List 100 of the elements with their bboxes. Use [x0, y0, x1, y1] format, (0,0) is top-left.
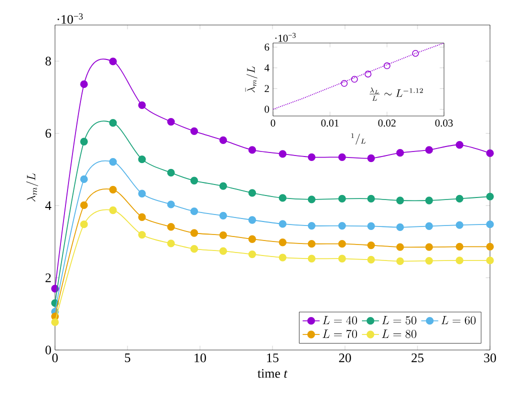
point [486, 149, 494, 158]
point [80, 80, 88, 88]
point [396, 223, 404, 232]
point [338, 222, 346, 230]
point [138, 213, 146, 221]
point [456, 194, 464, 203]
point [138, 230, 146, 239]
x-tick-label: 5 [125, 354, 130, 362]
point [190, 127, 198, 136]
point [190, 176, 198, 184]
point [456, 141, 464, 149]
legend-label: $L = 40$ [322, 316, 358, 324]
legend-label: $L = 60$ [441, 316, 476, 324]
point [367, 256, 375, 264]
point [486, 256, 494, 264]
point [338, 194, 346, 203]
point [278, 238, 286, 246]
x-tick-label: 0.01 [321, 120, 339, 127]
point [396, 196, 404, 204]
point [248, 216, 256, 224]
point [338, 254, 346, 262]
y-axis-title: $\lambda_m/L$ [26, 173, 38, 202]
point [425, 146, 433, 154]
point [396, 243, 404, 251]
point [190, 208, 198, 216]
point [138, 156, 146, 164]
point [425, 222, 433, 230]
point [456, 242, 464, 251]
point [367, 194, 375, 203]
point [109, 206, 117, 214]
y-tick-label: 2 [46, 273, 51, 282]
point [308, 222, 316, 230]
point [248, 146, 256, 154]
point [456, 256, 464, 264]
y-tick-label: 6 [264, 44, 270, 51]
point [412, 50, 419, 57]
y-axis-title: $\bar{\lambda}_m/L$ [245, 66, 258, 92]
point [278, 220, 286, 228]
point [456, 221, 464, 229]
point [425, 196, 433, 204]
point [364, 70, 372, 78]
point [167, 200, 175, 208]
x-tick-label: 15 [267, 354, 278, 362]
y-tick-label: 0 [46, 346, 51, 354]
point [308, 153, 316, 162]
x-axis-title: time t [258, 369, 288, 378]
point [367, 154, 375, 162]
point [248, 250, 256, 258]
point [167, 223, 175, 231]
point [248, 189, 256, 197]
point [80, 220, 88, 228]
annotation: $\frac{\lambda_L}{L} \sim L^{-1.12}$ [370, 88, 423, 101]
point [367, 222, 375, 230]
legend-label: $L = 80$ [382, 330, 416, 338]
point [338, 240, 346, 248]
point [278, 194, 286, 202]
x-tick-label: 0 [270, 120, 276, 127]
point [109, 58, 117, 66]
point [80, 175, 88, 184]
point [109, 158, 117, 166]
point [138, 190, 146, 198]
y-tick-label: 4 [264, 64, 270, 72]
point [384, 62, 390, 70]
point [219, 136, 228, 144]
x-tick-label: 30 [484, 354, 496, 362]
point [167, 168, 175, 177]
y-tick-label: 2 [264, 85, 269, 92]
y-tick-label: 8 [46, 56, 51, 66]
point [425, 256, 433, 265]
point [219, 231, 228, 240]
point [338, 153, 346, 162]
point [351, 76, 358, 83]
point [219, 247, 228, 255]
y-tick-label: 6 [46, 128, 52, 138]
point [190, 245, 198, 253]
text: ·10$^{−3}$ [58, 13, 83, 24]
point [109, 186, 117, 194]
point [425, 243, 433, 251]
x-tick-label: 10 [194, 354, 206, 362]
point [167, 118, 175, 126]
point [308, 254, 316, 262]
point [219, 212, 228, 220]
point [138, 101, 146, 110]
point [51, 318, 59, 326]
point [340, 80, 348, 87]
point [80, 201, 88, 210]
point [396, 257, 404, 266]
x-tick-label: 0.03 [435, 120, 453, 127]
point [167, 240, 175, 248]
x-tick-label: 0 [52, 354, 58, 362]
point [248, 235, 256, 243]
x-axis-title: ${}^{1}/_{L}$ [351, 133, 366, 145]
x-tick-label: 25 [412, 354, 424, 362]
point [278, 150, 286, 158]
y-tick-label: 0 [264, 106, 270, 113]
point [308, 196, 316, 204]
point [396, 149, 404, 157]
x-tick-label: 20 [339, 354, 351, 362]
point [486, 220, 494, 228]
point [80, 138, 88, 146]
